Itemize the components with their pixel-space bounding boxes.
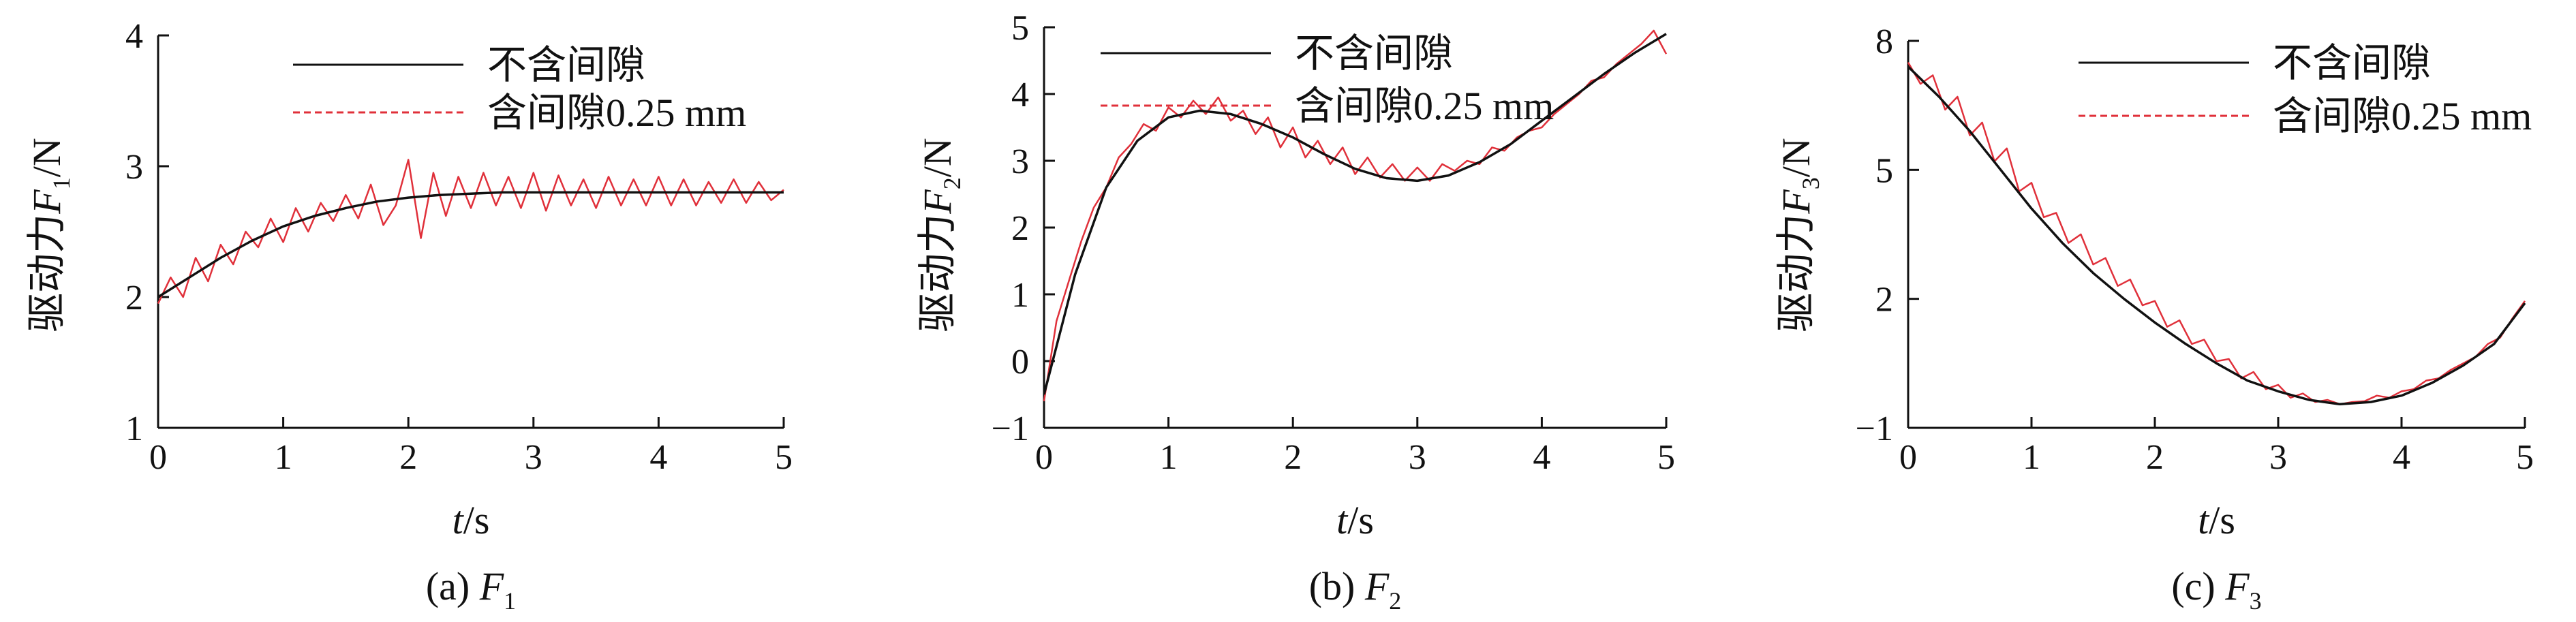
x-tick-label: 1: [2023, 438, 2040, 477]
series-line-no-clearance: [157, 191, 784, 298]
x-tick-label: 4: [2393, 438, 2410, 477]
legend-label-no-clearance: 不含间隙: [1295, 31, 1453, 76]
y-axis-label: 驱动力F3/N: [1774, 138, 1824, 332]
y-axis-label: 驱动力F2/N: [915, 138, 966, 332]
legend-label-clearance: 含间隙0.25 mm: [1295, 84, 1554, 128]
y-axis-label-unit: /N: [915, 138, 960, 177]
series-line-clearance: [157, 159, 784, 305]
y-axis-label-var: F: [915, 189, 960, 215]
panel-caption-prefix: (b): [1309, 564, 1365, 608]
y-axis-label-var: F: [25, 189, 69, 215]
panel-caption-prefix: (c): [2171, 564, 2225, 608]
x-axis-label: t/s: [1336, 498, 1374, 542]
panel-caption: (c) F3: [2171, 564, 2261, 615]
y-tick-label: 3: [125, 148, 143, 187]
panel-caption-prefix: (a): [426, 564, 480, 608]
x-tick-label: 1: [1160, 438, 1178, 477]
y-tick-label: 2: [1011, 209, 1029, 248]
series-line-no-clearance: [1907, 65, 2526, 406]
y-axis-label-text: 驱动力: [915, 214, 960, 332]
series-line-no-clearance: [1043, 33, 1667, 395]
y-tick-label: 4: [1011, 76, 1029, 114]
y-axis-label-text: 驱动力: [1774, 214, 1818, 332]
x-axis-label-unit: /s: [1347, 498, 1374, 542]
y-tick-label: 0: [1011, 343, 1029, 382]
y-tick-label: 5: [1011, 9, 1029, 48]
x-tick-label: 0: [149, 438, 167, 477]
x-axis-label: t/s: [2198, 498, 2235, 542]
y-tick-label: 5: [1875, 151, 1893, 190]
x-axis-label-unit: /s: [2209, 498, 2235, 542]
x-axis-label-var: t: [2198, 498, 2210, 542]
x-tick-label: 2: [2146, 438, 2164, 477]
panel-caption-subscript: 2: [1389, 587, 1401, 615]
legend-label-clearance: 含间隙0.25 mm: [487, 91, 746, 135]
panel-caption-subscript: 3: [2250, 587, 2262, 615]
y-tick-label: 2: [1875, 281, 1893, 320]
x-tick-label: 4: [1533, 438, 1550, 477]
x-tick-label: 0: [1899, 438, 1917, 477]
y-tick-label: 4: [125, 17, 143, 56]
y-axis-label-unit: /N: [1774, 138, 1818, 177]
y-tick-label: 2: [125, 279, 143, 317]
y-axis-label-var: F: [1774, 189, 1818, 215]
x-tick-label: 0: [1035, 438, 1053, 477]
x-tick-label: 3: [2269, 438, 2287, 477]
y-tick-label: −1: [1856, 409, 1893, 448]
x-tick-label: 5: [2516, 438, 2534, 477]
panel-caption: (b) F2: [1309, 564, 1402, 615]
x-tick-label: 2: [1284, 438, 1302, 477]
legend-label-clearance: 含间隙0.25 mm: [2273, 94, 2532, 138]
x-tick-label: 4: [649, 438, 667, 477]
y-tick-label: 8: [1875, 22, 1893, 61]
panel-caption-var: F: [2224, 564, 2250, 608]
x-tick-label: 3: [1409, 438, 1426, 477]
series-line-clearance: [1043, 29, 1668, 401]
y-tick-label: 1: [1011, 276, 1029, 315]
x-tick-label: 5: [775, 438, 793, 477]
x-axis-label-var: t: [453, 498, 465, 542]
panel-caption: (a) F1: [426, 564, 516, 615]
legend-label-no-clearance: 不含间隙: [2273, 41, 2431, 85]
y-axis-label-subscript: 2: [938, 177, 966, 189]
panel-caption-var: F: [1364, 564, 1390, 608]
x-tick-label: 5: [1657, 438, 1675, 477]
panel-caption-var: F: [479, 564, 504, 608]
x-axis-label-unit: /s: [463, 498, 490, 542]
y-tick-label: 1: [125, 409, 143, 448]
y-axis-label: 驱动力F1/N: [25, 138, 75, 332]
y-axis-label-text: 驱动力: [25, 214, 69, 332]
y-tick-label: −1: [992, 409, 1029, 448]
panel-caption-subscript: 1: [504, 587, 516, 615]
x-axis-label: t/s: [453, 498, 490, 542]
x-axis-label-var: t: [1336, 498, 1349, 542]
x-tick-label: 3: [525, 438, 542, 477]
y-axis-label-unit: /N: [25, 138, 69, 177]
y-tick-label: 3: [1011, 142, 1029, 181]
y-axis-label-subscript: 3: [1797, 177, 1824, 189]
legend-label-no-clearance: 不含间隙: [487, 43, 645, 87]
series-line-clearance: [1907, 61, 2526, 405]
x-tick-label: 2: [399, 438, 417, 477]
y-axis-label-subscript: 1: [48, 177, 75, 189]
x-tick-label: 1: [275, 438, 292, 477]
